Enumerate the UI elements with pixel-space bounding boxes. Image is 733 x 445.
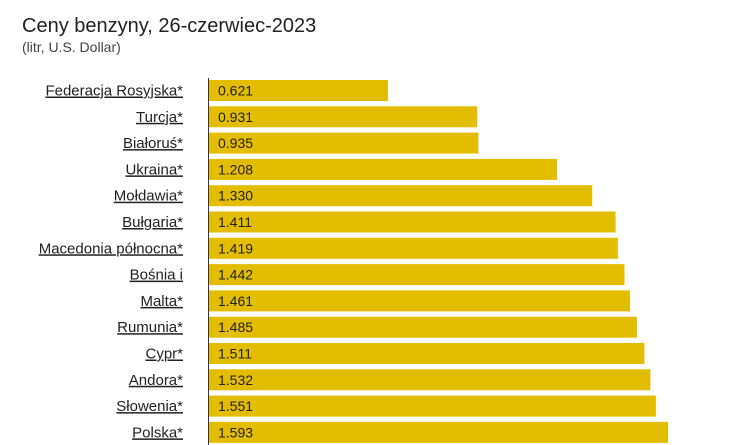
category-label-macedonia-polnocna[interactable]: Macedonia północna* [39,240,183,257]
bar-bosnia-i[interactable] [209,264,625,286]
bar-slowenia[interactable] [209,395,656,417]
value-label-cypr: 1.511 [218,346,252,362]
chart-subtitle: (litr, U.S. Dollar) [22,39,121,55]
value-label-rumunia: 1.485 [218,319,253,335]
value-label-malta: 1.461 [218,293,253,309]
value-label-turcja: 0.931 [218,109,253,125]
bar-malta[interactable] [209,290,630,312]
bar-moldawia[interactable] [209,185,593,207]
category-label-malta[interactable]: Malta* [140,293,183,310]
category-label-moldawia[interactable]: Mołdawia* [114,188,183,205]
category-label-andora[interactable]: Andora* [129,372,183,389]
category-label-turcja[interactable]: Turcja* [136,109,183,126]
value-label-macedonia-polnocna: 1.419 [218,240,253,256]
value-label-bialorus: 0.935 [218,135,253,151]
value-label-andora: 1.532 [218,372,253,388]
bar-macedonia-polnocna[interactable] [209,237,618,259]
value-label-bosnia-i: 1.442 [218,267,253,283]
chart-rows: 0.621 Federacja Rosyjska* 0.931 Turcja* 0.93… [39,80,668,443]
category-label-polska[interactable]: Polska* [132,424,183,441]
bar-federacja-rosyjska[interactable] [209,80,388,101]
category-label-slowenia[interactable]: Słowenia* [116,398,183,415]
category-label-bulgaria[interactable]: Bułgaria* [122,214,183,231]
category-label-federacja-rosyjska[interactable]: Federacja Rosyjska* [45,83,183,100]
chart-title: Ceny benzyny, 26-czerwiec-2023 [22,15,317,37]
value-label-federacja-rosyjska: 0.621 [218,83,253,99]
category-label-bialorus[interactable]: Białoruś* [123,135,183,152]
category-label-rumunia[interactable]: Rumunia* [117,319,183,336]
bar-bulgaria[interactable] [209,211,616,233]
category-label-ukraina[interactable]: Ukraina* [125,161,183,178]
value-label-bulgaria: 1.411 [218,214,252,230]
bar-ukraina[interactable] [209,158,558,180]
bar-bialorus[interactable] [209,132,479,154]
bar-andora[interactable] [209,369,651,391]
bar-turcja[interactable] [209,106,478,128]
value-label-moldawia: 1.330 [218,188,253,204]
value-label-ukraina: 1.208 [218,161,253,177]
bar-rumunia[interactable] [209,316,637,338]
category-label-bosnia-i[interactable]: Bośnia i [130,267,183,284]
value-label-polska: 1.593 [218,424,253,440]
bar-cypr[interactable] [209,343,645,364]
value-label-slowenia: 1.551 [218,398,253,414]
category-label-cypr[interactable]: Cypr* [145,346,183,363]
bar-polska[interactable] [209,421,668,443]
